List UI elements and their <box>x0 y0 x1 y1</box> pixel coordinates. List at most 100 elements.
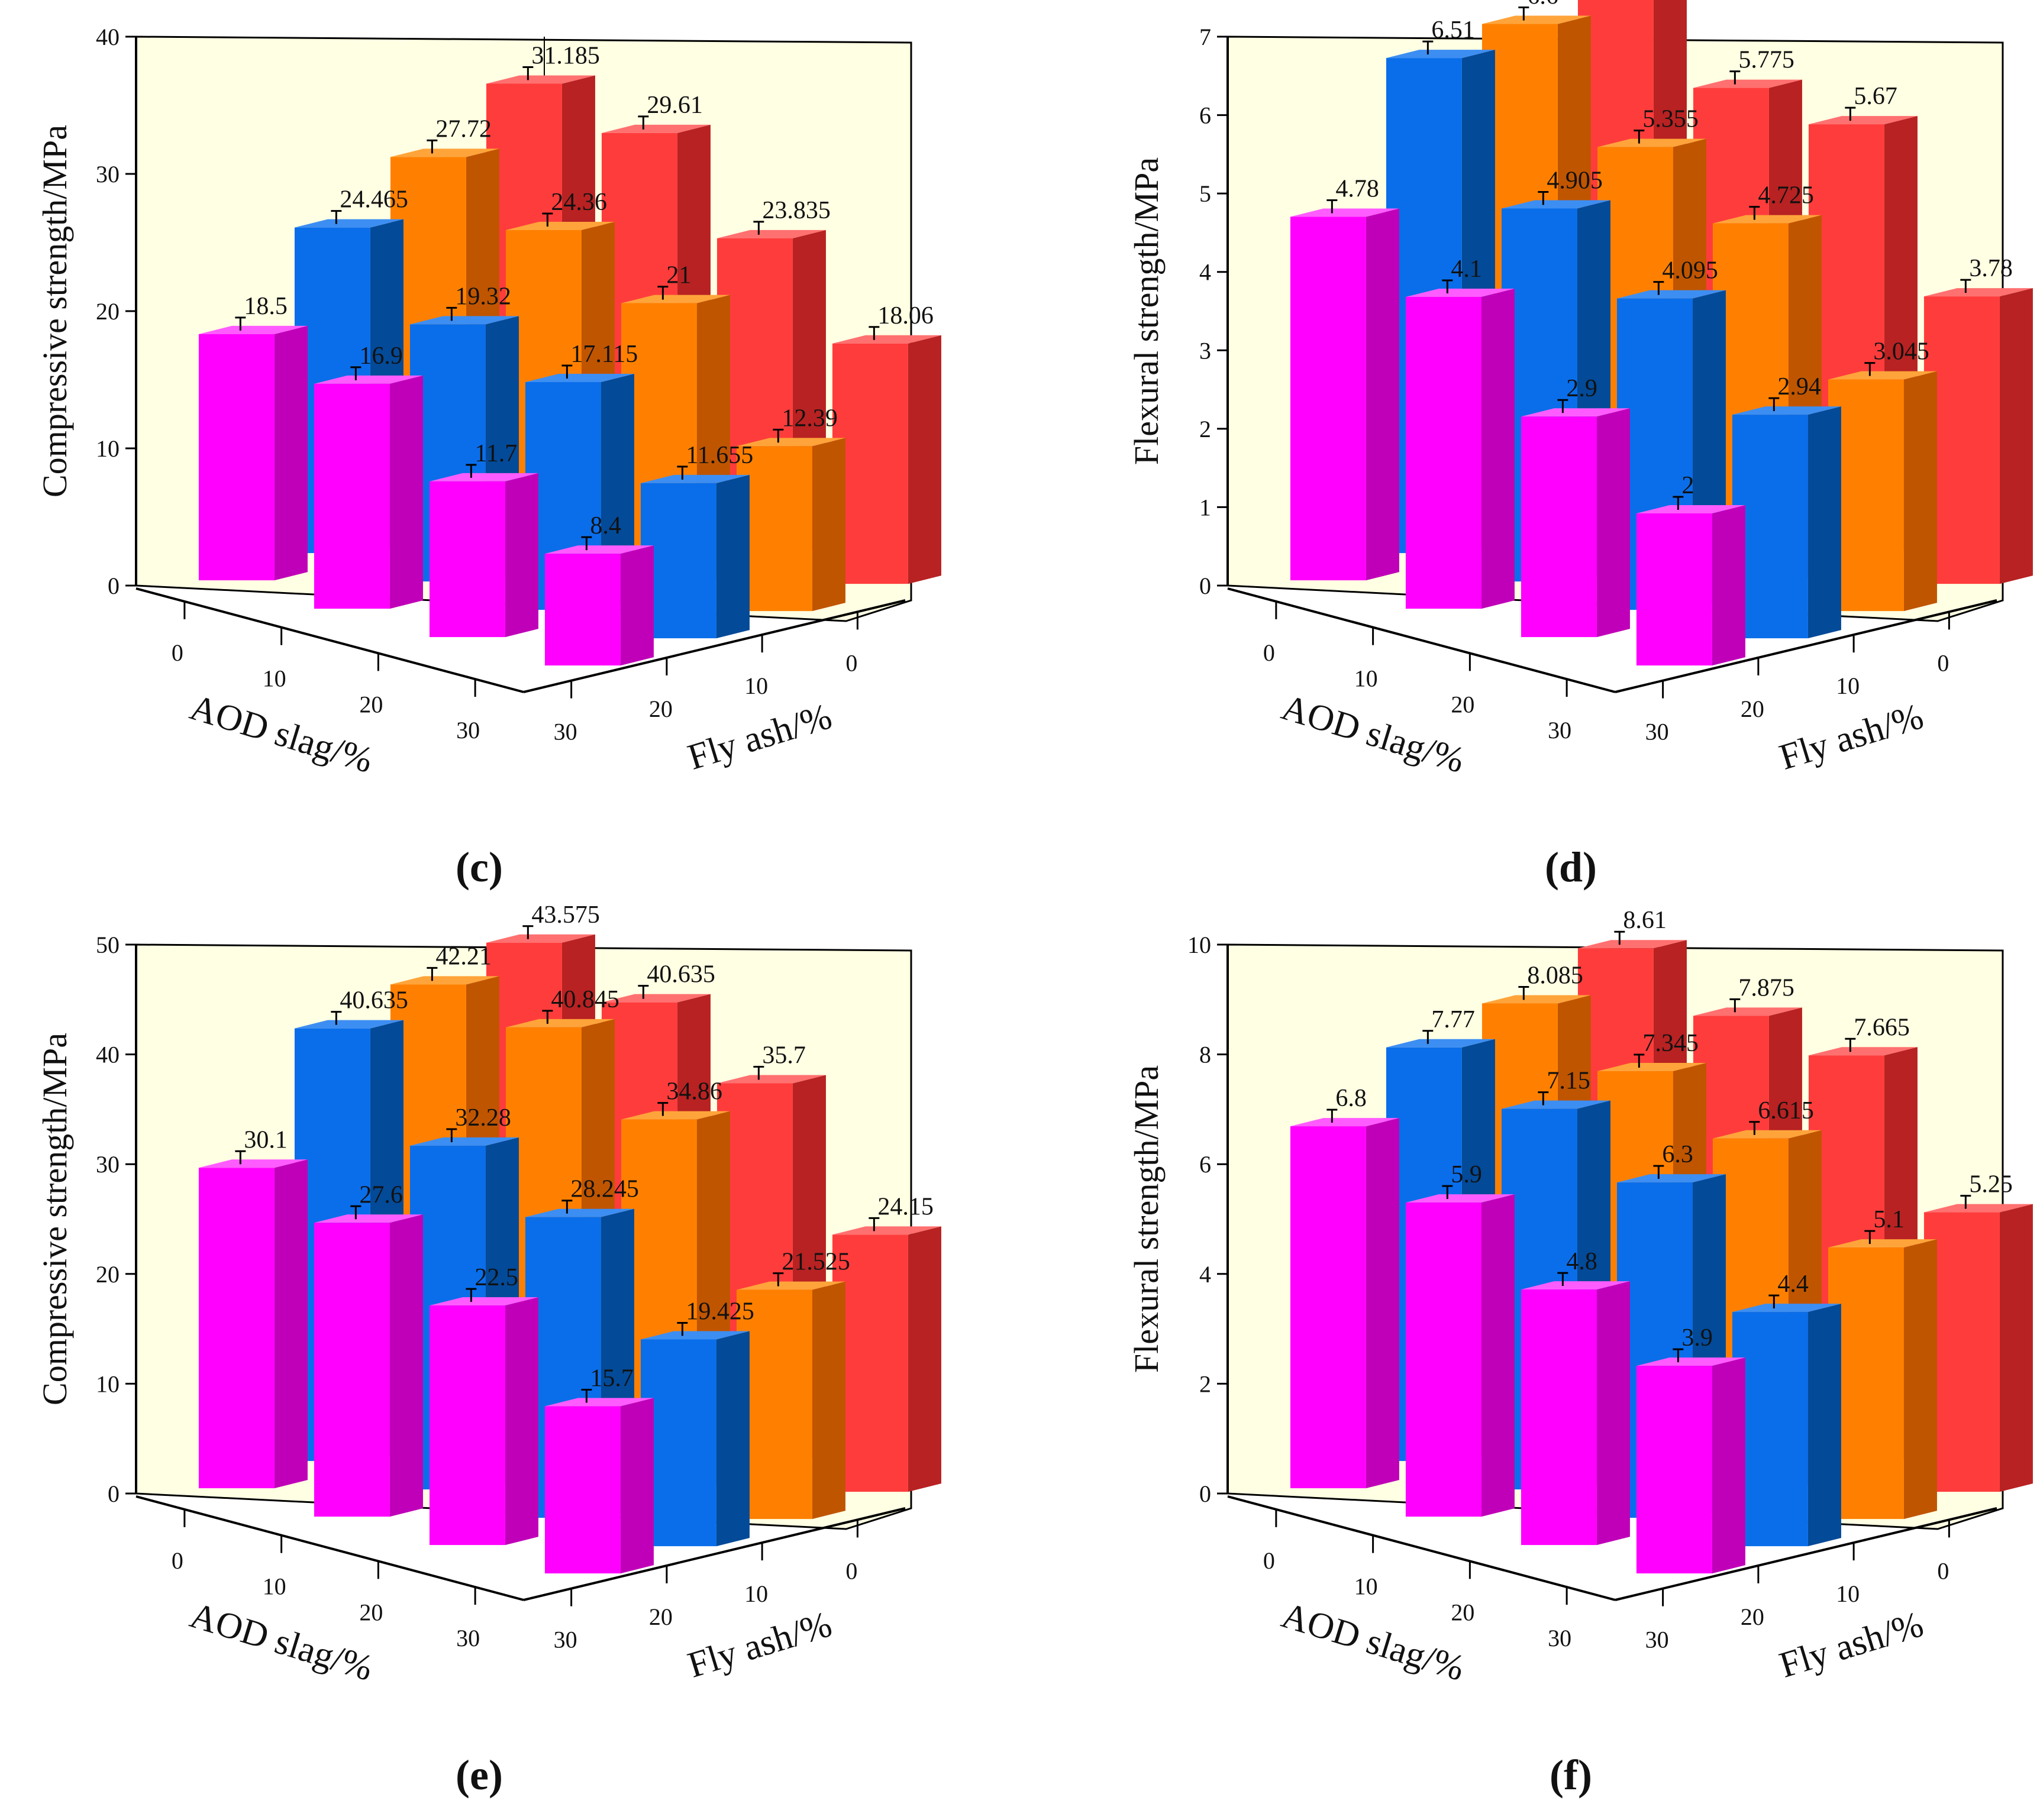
aod-axis-title: AOD slag/% <box>186 687 378 781</box>
data-label: 7.875 <box>1738 974 1794 1001</box>
aod-tick-label: 0 <box>172 1547 183 1574</box>
bar-top <box>716 229 826 238</box>
bar-front <box>1290 216 1366 581</box>
bar-top <box>1636 1357 1745 1366</box>
data-label: 21 <box>666 262 691 289</box>
bar: 4.8 <box>1521 1248 1630 1546</box>
bar: 2.94 <box>1732 373 1841 639</box>
data-label: 19.425 <box>686 1298 754 1325</box>
bar-side <box>1712 1357 1745 1574</box>
bar-top <box>1386 50 1495 59</box>
bar-top <box>1828 371 1937 380</box>
data-label: 6.8 <box>1335 1085 1367 1112</box>
z-tick-label: 10 <box>96 435 120 462</box>
aod-tick-label: 0 <box>172 639 183 666</box>
data-label: 8.61 <box>1623 907 1667 934</box>
bar-front <box>1521 1289 1597 1546</box>
bar-side <box>1807 1304 1841 1547</box>
z-tick-label: 0 <box>108 1480 120 1507</box>
data-label: 6.6 <box>1527 0 1558 10</box>
data-label: 3.78 <box>1969 255 2013 282</box>
z-axis-title: Flexural strength/MPa <box>1127 157 1166 465</box>
bar-top <box>1808 1047 1918 1056</box>
bar: 4.1 <box>1405 256 1515 609</box>
data-label: 24.36 <box>551 189 607 216</box>
z-tick-label: 0 <box>1199 573 1211 599</box>
bar-top <box>1386 1039 1495 1048</box>
bar-top <box>486 934 595 943</box>
data-label: 4.095 <box>1662 257 1718 285</box>
fly-tick-label: 20 <box>1741 1604 1764 1630</box>
data-label: 2 <box>1681 472 1694 499</box>
data-label: 18.5 <box>244 293 288 320</box>
z-tick-label: 40 <box>96 1042 120 1068</box>
bar-front <box>1521 416 1597 638</box>
bar-front <box>1405 296 1481 609</box>
bar-top <box>1808 116 1918 125</box>
bar-side <box>389 375 423 609</box>
data-label: 42.21 <box>435 943 492 970</box>
bar-top <box>525 374 634 383</box>
bar-side <box>505 1297 538 1546</box>
z-tick-label: 6 <box>1199 1151 1211 1178</box>
bar-top <box>640 474 750 483</box>
bar-top <box>1577 940 1687 949</box>
bar-side <box>908 1226 941 1492</box>
data-label: 21.525 <box>782 1249 850 1276</box>
bar-side <box>274 325 308 581</box>
data-label: 2.9 <box>1566 375 1597 402</box>
bar-top <box>1405 288 1515 297</box>
data-label: 23.835 <box>762 197 831 224</box>
data-label: 6.615 <box>1758 1097 1814 1124</box>
bar-top <box>601 994 711 1003</box>
bar-top <box>1597 1063 1706 1072</box>
data-label: 5.1 <box>1873 1206 1905 1233</box>
aod-tick-label: 30 <box>1548 717 1571 743</box>
data-label: 17.115 <box>570 341 638 368</box>
data-label: 4.1 <box>1451 256 1482 283</box>
bar-side <box>1366 208 1399 581</box>
bar-top <box>486 75 595 84</box>
data-label: 4.8 <box>1566 1248 1597 1275</box>
z-tick-label: 10 <box>1187 932 1211 958</box>
data-label: 5.775 <box>1738 47 1794 74</box>
data-label: 7.77 <box>1431 1006 1475 1033</box>
fly-axis <box>523 599 906 693</box>
bar-side <box>1596 408 1630 638</box>
bar-side <box>908 335 941 584</box>
bar-top <box>1828 1239 1937 1248</box>
z-tick-label: 1 <box>1199 494 1211 521</box>
data-label: 24.15 <box>877 1193 934 1220</box>
bar-front <box>1405 1202 1481 1517</box>
bar-top <box>390 976 499 985</box>
fly-tick-label: 30 <box>1645 719 1669 745</box>
bar-top <box>621 1111 730 1120</box>
fly-tick-label: 20 <box>649 1604 673 1630</box>
aod-tick-label: 10 <box>263 665 286 692</box>
bar: 2 <box>1636 472 1745 666</box>
aod-tick-label: 20 <box>359 691 383 717</box>
bar-top <box>294 1020 404 1029</box>
bar-top <box>1712 1130 1822 1139</box>
fly-tick-label: 30 <box>554 719 577 745</box>
bar-side <box>1903 371 1937 612</box>
data-label: 15.7 <box>590 1365 634 1392</box>
aod-tick-label: 0 <box>1263 1547 1275 1574</box>
aod-axis <box>135 587 524 693</box>
bar-top <box>1732 1304 1841 1313</box>
z-tick-label: 20 <box>96 1261 120 1288</box>
bar-front <box>314 1223 390 1517</box>
bar-side <box>1999 1204 2033 1492</box>
bar-side <box>1712 505 1745 666</box>
bar-top <box>198 325 308 334</box>
aod-tick-label: 10 <box>1354 1573 1378 1600</box>
data-label: 40.635 <box>647 961 715 988</box>
bar-top <box>294 219 404 228</box>
bar-top <box>1290 1118 1399 1127</box>
bar-top <box>390 148 499 157</box>
fly-tick-label: 10 <box>744 673 768 699</box>
bar: 11.7 <box>429 440 538 638</box>
bar-side <box>1366 1118 1399 1489</box>
aod-tick-label: 30 <box>456 1625 480 1651</box>
